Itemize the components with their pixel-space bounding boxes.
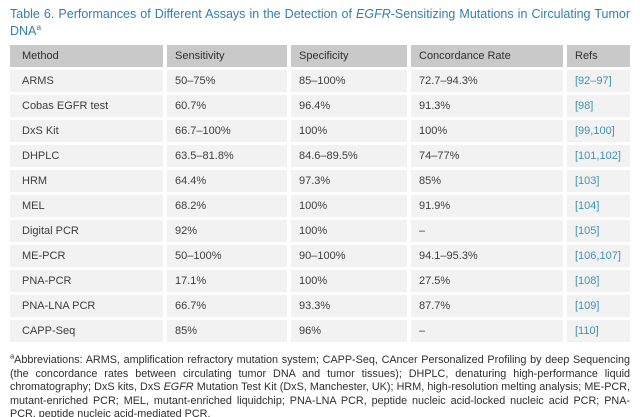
cell-sensitivity: 50–75% (167, 70, 287, 92)
cell-concordance: 100% (411, 120, 563, 142)
cell-specificity: 100% (291, 220, 407, 242)
column-header-concordance: Concordance Rate (411, 45, 563, 67)
cell-method: MEL (10, 195, 163, 217)
cell-sensitivity: 85% (167, 320, 287, 342)
column-header-sensitivity: Sensitivity (167, 45, 287, 67)
cell-method: Digital PCR (10, 220, 163, 242)
column-header-refs: Refs (567, 45, 630, 67)
cell-method: PNA-PCR (10, 270, 163, 292)
cell-method: CAPP-Seq (10, 320, 163, 342)
cell-specificity: 93.3% (291, 295, 407, 317)
footnote-text-tail: Mutation Test Kit (DxS, Manchester, UK);… (10, 381, 630, 417)
table-footnote: aAbbreviations: ARMS, amplification refr… (10, 351, 630, 417)
cell-concordance: 27.5% (411, 270, 563, 292)
cell-sensitivity: 68.2% (167, 195, 287, 217)
cell-concordance: 85% (411, 170, 563, 192)
cell-specificity: 100% (291, 195, 407, 217)
cell-specificity: 97.3% (291, 170, 407, 192)
cell-method: DHPLC (10, 145, 163, 167)
ref-link[interactable]: [103] (567, 170, 630, 192)
table-caption-text: Table 6. Performances of Different Assay… (10, 7, 357, 21)
cell-sensitivity: 17.1% (167, 270, 287, 292)
cell-concordance: 74–77% (411, 145, 563, 167)
column-header-specificity: Specificity (291, 45, 407, 67)
cell-specificity: 90–100% (291, 245, 407, 267)
ref-link[interactable]: [105] (567, 220, 630, 242)
cell-specificity: 100% (291, 120, 407, 142)
ref-link[interactable]: [104] (567, 195, 630, 217)
ref-link[interactable]: [101,102] (567, 145, 630, 167)
cell-method: Cobas EGFR test (10, 95, 163, 117)
cell-concordance: 72.7–94.3% (411, 70, 563, 92)
footnote-text: Abbreviations: ARMS, amplification refra… (10, 354, 630, 393)
footnote-gene-italic: EGFR (163, 381, 194, 393)
cell-method: ME-PCR (10, 245, 163, 267)
table-caption-gene-italic: EGFR (356, 7, 391, 21)
cell-method: ARMS (10, 70, 163, 92)
column-header-method: Method (10, 45, 163, 67)
ref-link[interactable]: [110] (567, 320, 630, 342)
ref-link[interactable]: [99,100] (567, 120, 630, 142)
table-caption-footnote-marker: a (36, 21, 42, 32)
assay-performance-table: Method Sensitivity Specificity Concordan… (10, 45, 630, 342)
cell-sensitivity: 60.7% (167, 95, 287, 117)
cell-concordance: – (411, 220, 563, 242)
cell-concordance: 94.1–95.3% (411, 245, 563, 267)
cell-method: DxS Kit (10, 120, 163, 142)
cell-concordance: 91.3% (411, 95, 563, 117)
cell-sensitivity: 63.5–81.8% (167, 145, 287, 167)
cell-concordance: 91.9% (411, 195, 563, 217)
cell-sensitivity: 92% (167, 220, 287, 242)
cell-method: HRM (10, 170, 163, 192)
ref-link[interactable]: [108] (567, 270, 630, 292)
cell-sensitivity: 66.7% (167, 295, 287, 317)
cell-sensitivity: 50–100% (167, 245, 287, 267)
cell-sensitivity: 66.7–100% (167, 120, 287, 142)
footnote-marker: a (10, 351, 15, 361)
cell-sensitivity: 64.4% (167, 170, 287, 192)
cell-specificity: 100% (291, 270, 407, 292)
ref-link[interactable]: [109] (567, 295, 630, 317)
cell-concordance: – (411, 320, 563, 342)
ref-link[interactable]: [92–97] (567, 70, 630, 92)
cell-specificity: 85–100% (291, 70, 407, 92)
cell-specificity: 96% (291, 320, 407, 342)
ref-link[interactable]: [98] (567, 95, 630, 117)
table-caption: Table 6. Performances of Different Assay… (10, 6, 630, 39)
cell-specificity: 84.6–89.5% (291, 145, 407, 167)
cell-specificity: 96.4% (291, 95, 407, 117)
cell-method: PNA-LNA PCR (10, 295, 163, 317)
cell-concordance: 87.7% (411, 295, 563, 317)
table-caption-text-tail: -Sensitizing Mutations in Circulating Tu… (10, 7, 630, 38)
ref-link[interactable]: [106,107] (567, 245, 630, 267)
